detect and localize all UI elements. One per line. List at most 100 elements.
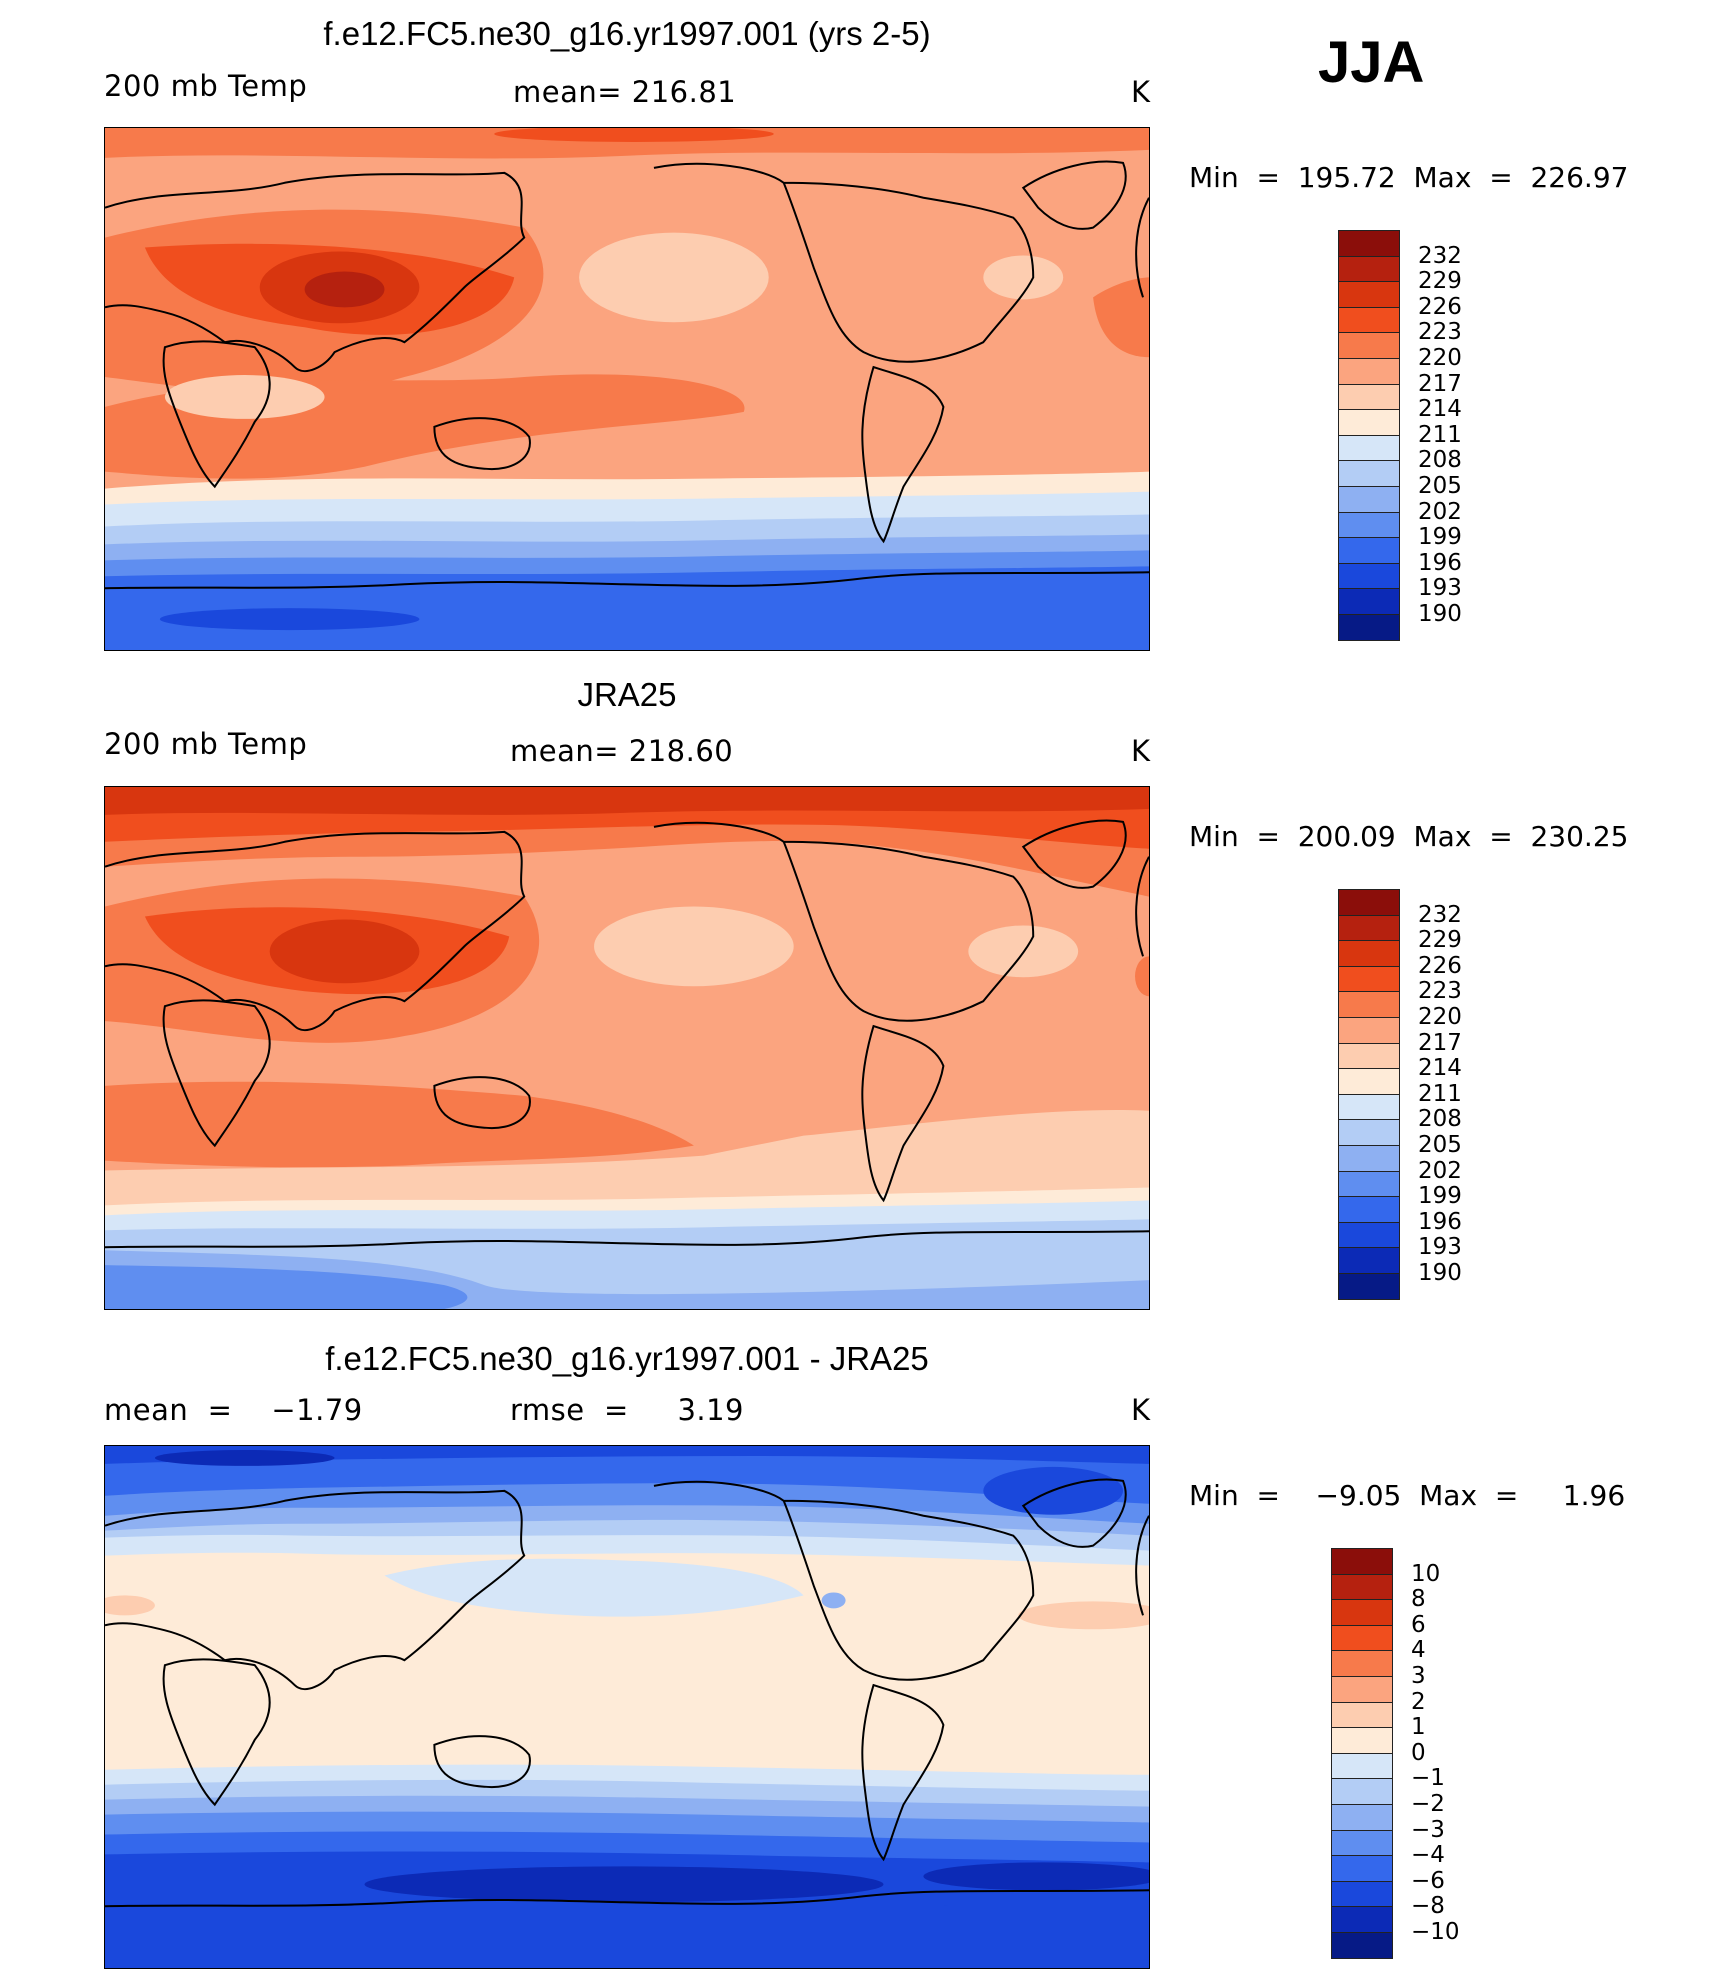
colorbar-box: [1331, 1701, 1393, 1729]
panel-2-contour-field: [105, 787, 1149, 1309]
colorbar-label: 1: [1411, 1714, 1426, 1741]
colorbar-box: [1338, 1170, 1400, 1198]
panel-2-variable-label: 200 mb Temp: [104, 727, 308, 761]
colorbar-label: 190: [1418, 1260, 1462, 1286]
panel-1-contour-field: [105, 128, 1149, 650]
colorbar-label: −6: [1411, 1867, 1445, 1894]
colorbar-box: [1338, 383, 1400, 411]
panel-3-units: K: [1131, 1393, 1151, 1427]
colorbar-box: [1338, 1247, 1400, 1274]
colorbar-label: 205: [1418, 473, 1462, 499]
colorbar-box: [1331, 1624, 1393, 1652]
panel-3-rmse-label: rmse = 3.19: [510, 1393, 745, 1427]
panel-2-mean-label: mean= 218.60: [510, 734, 734, 768]
colorbar-label: 202: [1418, 1157, 1462, 1184]
colorbar-box: [1331, 1778, 1393, 1805]
colorbar-label: 232: [1418, 242, 1462, 269]
panel-1-variable-label: 200 mb Temp: [104, 69, 308, 103]
colorbar-box: [1338, 940, 1400, 967]
colorbar-box: [1338, 306, 1400, 334]
colorbar-label: 229: [1418, 268, 1462, 295]
colorbar-box: [1331, 1752, 1393, 1780]
colorbar-box: [1331, 1880, 1393, 1908]
colorbar-box: [1338, 1273, 1400, 1300]
colorbar-label: 229: [1418, 927, 1462, 954]
colorbar-label: 202: [1418, 498, 1462, 525]
panel-2-units: K: [1131, 734, 1151, 768]
colorbar-label: −3: [1411, 1816, 1445, 1843]
panel-1-title: f.e12.FC5.ne30_g16.yr1997.001 (yrs 2-5): [323, 15, 931, 52]
colorbar-label: −2: [1411, 1791, 1445, 1817]
colorbar-label: −4: [1411, 1842, 1445, 1869]
colorbar-box: [1331, 1855, 1393, 1882]
panel-1-mean-label: mean= 216.81: [513, 75, 737, 109]
colorbar-label: 232: [1418, 901, 1462, 928]
colorbar-box: [1338, 1145, 1400, 1172]
colorbar-box: [1331, 1804, 1393, 1831]
colorbar-box: [1338, 991, 1400, 1018]
panel-2-colorbar: 232 229 226 223 220 217 214 211 208 205 202 199 196 1…: [1338, 889, 1462, 1300]
colorbar-label: 214: [1418, 1055, 1462, 1082]
colorbar-box: [1331, 1573, 1393, 1601]
colorbar-box: [1331, 1548, 1393, 1575]
colorbar-label: 4: [1411, 1637, 1426, 1664]
colorbar-label: 190: [1418, 601, 1462, 627]
panel-1-minmax: Min = 195.72 Max = 226.97: [1189, 161, 1629, 194]
colorbar-box: [1338, 255, 1400, 283]
colorbar-box: [1331, 1599, 1393, 1626]
colorbar-label: 217: [1418, 1029, 1462, 1056]
colorbar-box: [1338, 965, 1400, 993]
colorbar-box: [1338, 358, 1400, 385]
panel-3-map: [104, 1445, 1150, 1969]
panel-1-units: K: [1131, 75, 1151, 109]
panel-2-map: [104, 786, 1150, 1310]
colorbar-box: [1338, 230, 1400, 257]
colorbar-label: 196: [1418, 549, 1462, 576]
colorbar-box: [1338, 614, 1400, 641]
colorbar-label: −8: [1411, 1893, 1445, 1920]
colorbar-box: [1338, 281, 1400, 308]
colorbar-box: [1331, 1829, 1393, 1857]
colorbar-box: [1338, 537, 1400, 564]
panel-3-mean-label: mean = −1.79: [104, 1393, 363, 1427]
colorbar-box: [1338, 1119, 1400, 1146]
colorbar-label: 220: [1418, 1004, 1462, 1030]
colorbar-box: [1338, 486, 1400, 513]
season-label: JJA: [1318, 30, 1425, 95]
panel-3-colorbar: 10 8 6 4 3 2 1 0 −1 −2 −3 −4 −6 −8 −10: [1331, 1548, 1460, 1959]
colorbar-label: 223: [1418, 978, 1462, 1005]
panel-3-minmax: Min = −9.05 Max = 1.96: [1189, 1479, 1626, 1512]
panel-2-title: JRA25: [577, 676, 677, 713]
colorbar-label: −1: [1411, 1765, 1445, 1792]
colorbar-label: 193: [1418, 575, 1462, 602]
colorbar-box: [1331, 1906, 1393, 1933]
colorbar-box: [1338, 889, 1400, 916]
colorbar-label: 0: [1411, 1739, 1426, 1766]
colorbar-label: 208: [1418, 447, 1462, 474]
colorbar-label: 226: [1418, 293, 1462, 320]
panel-3-title: f.e12.FC5.ne30_g16.yr1997.001 - JRA25: [325, 1340, 929, 1377]
colorbar-label: 2: [1411, 1688, 1426, 1715]
colorbar-label: 193: [1418, 1234, 1462, 1261]
colorbar-label: 214: [1418, 396, 1462, 423]
colorbar-box: [1331, 1727, 1393, 1754]
colorbar-box: [1338, 1042, 1400, 1070]
colorbar-box: [1338, 409, 1400, 436]
colorbar-box: [1338, 332, 1400, 359]
colorbar-box: [1338, 1017, 1400, 1044]
colorbar-box: [1338, 511, 1400, 539]
colorbar-label: 208: [1418, 1106, 1462, 1133]
colorbar-box: [1338, 1068, 1400, 1095]
colorbar-label: −10: [1411, 1919, 1460, 1945]
colorbar-label: 211: [1418, 1080, 1462, 1107]
colorbar-box: [1338, 434, 1400, 462]
colorbar-box: [1338, 588, 1400, 615]
colorbar-label: 211: [1418, 421, 1462, 448]
colorbar-label: 10: [1411, 1560, 1441, 1587]
colorbar-label: 199: [1418, 1183, 1462, 1210]
panel-3-contour-field: [105, 1446, 1149, 1968]
colorbar-box: [1338, 562, 1400, 590]
colorbar-box: [1338, 914, 1400, 942]
colorbar-label: 199: [1418, 524, 1462, 551]
colorbar-label: 217: [1418, 370, 1462, 397]
